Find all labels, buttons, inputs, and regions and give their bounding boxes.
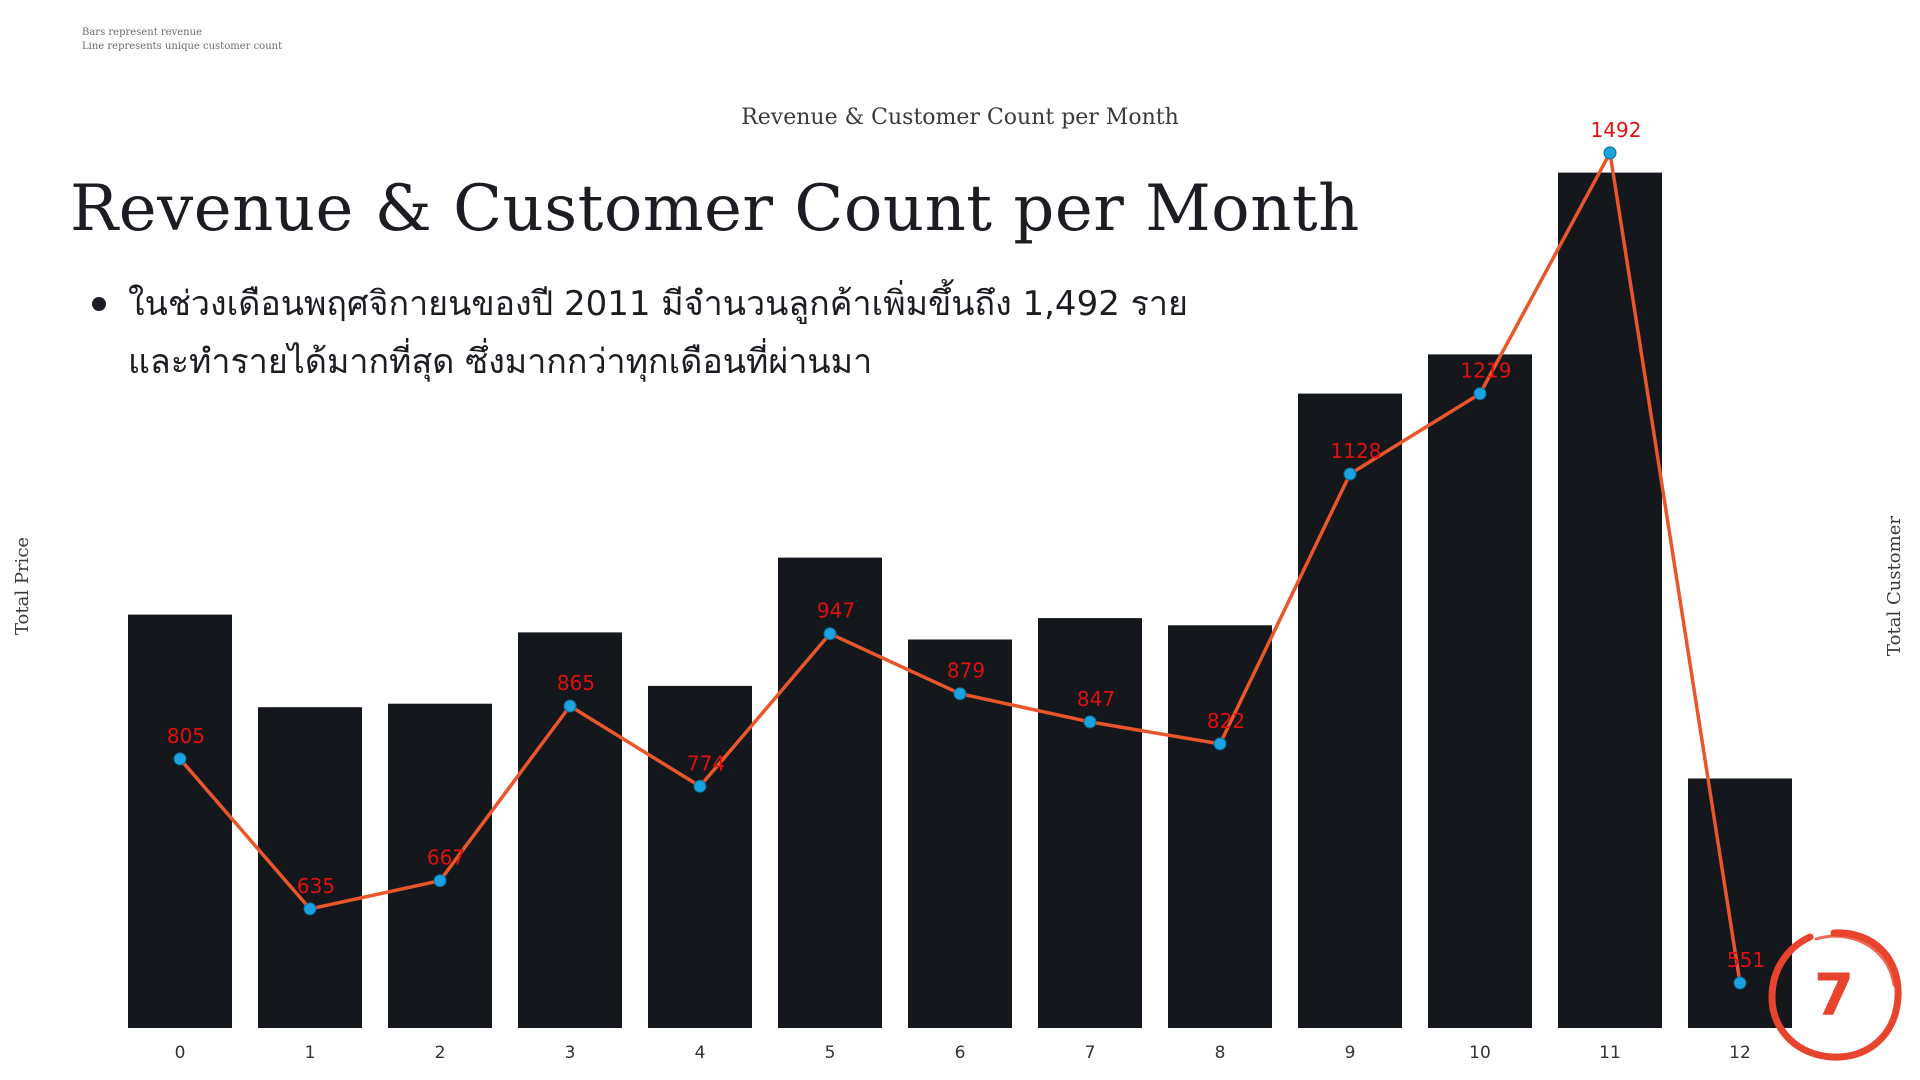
- customer-point-5: [823, 627, 837, 641]
- x-tick-label-6: 6: [955, 1043, 966, 1063]
- customer-data-label-9: 1128: [1331, 439, 1382, 463]
- customer-data-label-8: 822: [1207, 709, 1245, 733]
- x-tick-label-11: 11: [1599, 1043, 1621, 1063]
- customer-point-9: [1343, 467, 1357, 481]
- line-group: 805 635 667 865 774 947 879 847 822 1128 1219 1492 5…: [167, 118, 1765, 990]
- x-tick-label-4: 4: [695, 1043, 706, 1063]
- chart-note-line: Line represents unique customer count: [82, 41, 283, 52]
- page-number: 7: [1813, 961, 1855, 1029]
- revenue-bar-0: [128, 614, 232, 1028]
- customer-point-6: [953, 687, 967, 701]
- insight-bullet: ในช่วงเดือนพฤศจิกายนของปี 2011 มีจำนวนลู…: [92, 275, 1292, 391]
- revenue-bar-10: [1428, 354, 1532, 1028]
- customer-point-12: [1733, 976, 1747, 990]
- x-tick-label-12: 12: [1729, 1043, 1751, 1063]
- customer-data-label-5: 947: [817, 599, 855, 623]
- page-number-badge: 7: [1764, 925, 1904, 1065]
- revenue-bar-8: [1168, 625, 1272, 1028]
- customer-point-3: [563, 699, 577, 713]
- x-tick-label-8: 8: [1215, 1043, 1226, 1063]
- bullet-line-1: ในช่วงเดือนพฤศจิกายนของปี 2011 มีจำนวนลู…: [128, 284, 1188, 324]
- customer-data-label-7: 847: [1077, 687, 1115, 711]
- y-axis-label-left: Total Price: [12, 537, 33, 635]
- customer-data-label-12: 551: [1727, 948, 1765, 972]
- customer-point-4: [693, 779, 707, 793]
- customer-point-1: [303, 902, 317, 916]
- customer-data-label-3: 865: [557, 671, 595, 695]
- revenue-bar-4: [648, 685, 752, 1028]
- x-tick-label-7: 7: [1085, 1043, 1096, 1063]
- y-axis-label-right: Total Customer: [1884, 516, 1905, 656]
- x-tick-label-9: 9: [1345, 1043, 1356, 1063]
- x-tick-label-5: 5: [825, 1043, 836, 1063]
- revenue-bar-11: [1558, 172, 1662, 1029]
- customer-point-10: [1473, 387, 1487, 401]
- slide-title: Revenue & Customer Count per Month: [70, 172, 1360, 246]
- chart-note-bars: Bars represent revenue: [82, 27, 202, 38]
- revenue-bar-9: [1298, 393, 1402, 1029]
- revenue-bar-3: [518, 632, 622, 1028]
- customer-data-label-1: 635: [297, 874, 335, 898]
- revenue-bar-6: [908, 639, 1012, 1028]
- customer-point-7: [1083, 715, 1097, 729]
- customer-data-label-6: 879: [947, 659, 985, 683]
- customer-data-label-11: 1492: [1591, 118, 1642, 142]
- customer-point-2: [433, 874, 447, 888]
- chart-title: Revenue & Customer Count per Month: [741, 105, 1179, 130]
- customer-point-0: [173, 752, 187, 766]
- x-tick-label-3: 3: [565, 1043, 576, 1063]
- customer-data-label-2: 667: [427, 846, 465, 870]
- customer-data-label-10: 1219: [1461, 359, 1512, 383]
- customer-point-11: [1603, 146, 1617, 160]
- customer-point-8: [1213, 737, 1227, 751]
- x-tick-label-10: 10: [1469, 1043, 1491, 1063]
- revenue-bar-7: [1038, 618, 1142, 1028]
- bullet-dot-icon: [92, 297, 106, 311]
- x-tick-label-1: 1: [305, 1043, 316, 1063]
- customer-data-label-4: 774: [687, 751, 725, 775]
- x-tick-labels: 0 1 2 3 4 5 6 7 8 9 10 11 12: [175, 1043, 1751, 1063]
- customer-data-label-0: 805: [167, 724, 205, 748]
- x-tick-label-0: 0: [175, 1043, 186, 1063]
- revenue-bar-2: [388, 703, 492, 1028]
- bullet-line-2: และทำรายได้มากที่สุด ซึ่งมากกว่าทุกเดือน…: [128, 342, 873, 382]
- brush-circle-icon: [1768, 929, 1902, 1061]
- x-tick-label-2: 2: [435, 1043, 446, 1063]
